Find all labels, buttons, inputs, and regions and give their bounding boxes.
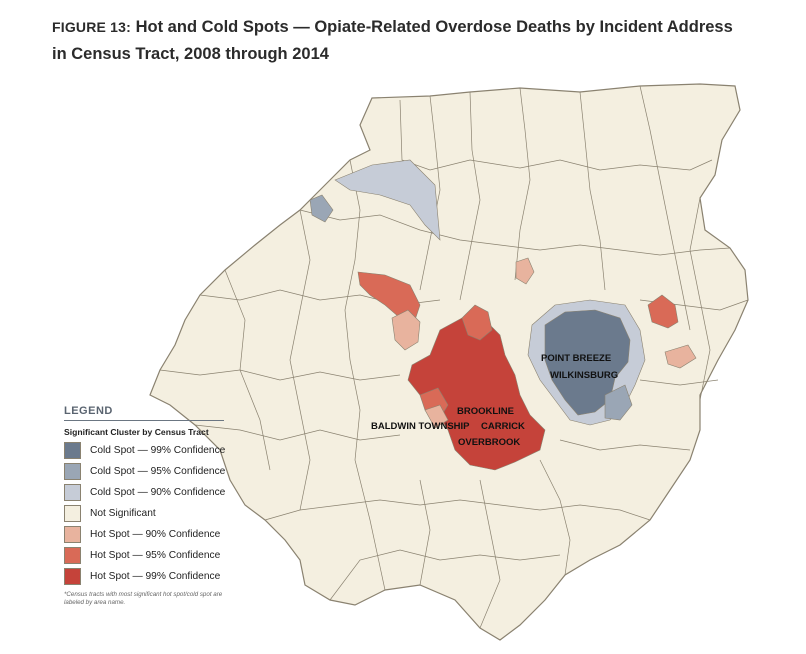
legend-item-hot-95: Hot Spot — 95% Confidence	[64, 545, 264, 566]
map-label-overbrook: OVERBROOK	[458, 437, 520, 448]
legend-subheading: Significant Cluster by Census Tract	[64, 427, 209, 437]
cold-spot-95-east	[604, 384, 633, 421]
hot-spot-90-south	[424, 404, 449, 429]
legend: LEGEND Significant Cluster by Census Tra…	[64, 405, 264, 606]
legend-item-label: Cold Spot — 99% Confidence	[90, 445, 226, 456]
map-label-point-breeze: POINT BREEZE	[541, 353, 611, 364]
figure-title: FIGURE 13: Hot and Cold Spots — Opiate-R…	[52, 14, 772, 68]
legend-swatch	[64, 568, 81, 585]
cold-spot-90-north	[334, 159, 441, 241]
legend-item-not-significant: Not Significant	[64, 503, 264, 524]
figure-number: FIGURE 13:	[52, 19, 132, 35]
legend-swatch	[64, 484, 81, 501]
hot-spot-90-northcentral	[515, 257, 535, 285]
legend-item-cold-95: Cold Spot — 95% Confidence	[64, 461, 264, 482]
figure-title-line1: Hot and Cold Spots — Opiate-Related Over…	[135, 18, 733, 36]
legend-item-label: Hot Spot — 90% Confidence	[90, 529, 221, 540]
legend-heading: LEGEND	[64, 405, 224, 421]
legend-item-hot-99: Hot Spot — 99% Confidence	[64, 566, 264, 587]
legend-item-label: Cold Spot — 95% Confidence	[90, 466, 226, 477]
legend-item-cold-99: Cold Spot — 99% Confidence	[64, 440, 264, 461]
map-label-baldwin-township: BALDWIN TOWNSHIP	[371, 421, 470, 432]
hot-spot-90-north	[391, 309, 421, 351]
cold-spot-95-northwest	[309, 194, 334, 223]
figure-title-line2: in Census Tract, 2008 through 2014	[52, 45, 329, 63]
map-label-carrick: CARRICK	[481, 421, 525, 432]
map-label-wilkinsburg: WILKINSBURG	[550, 370, 618, 381]
legend-footnote: *Census tracts with most significant hot…	[64, 591, 223, 606]
legend-item-label: Cold Spot — 90% Confidence	[90, 487, 226, 498]
hot-spot-95-central	[461, 304, 493, 341]
legend-swatch	[64, 526, 81, 543]
legend-swatch	[64, 505, 81, 522]
hot-spot-90-east	[664, 344, 697, 369]
hot-spot-99-main	[407, 317, 546, 471]
legend-item-hot-90: Hot Spot — 90% Confidence	[64, 524, 264, 545]
tract-borders	[159, 85, 749, 629]
cold-spot-99-east	[544, 309, 631, 416]
map-label-brookline: BROOKLINE	[457, 406, 514, 417]
legend-item-cold-90: Cold Spot — 90% Confidence	[64, 482, 264, 503]
legend-swatch	[64, 547, 81, 564]
hot-spot-95-east	[647, 294, 679, 329]
legend-item-label: Not Significant	[90, 508, 156, 519]
legend-item-label: Hot Spot — 99% Confidence	[90, 571, 221, 582]
legend-swatch	[64, 442, 81, 459]
legend-swatch	[64, 463, 81, 480]
legend-item-label: Hot Spot — 95% Confidence	[90, 550, 221, 561]
